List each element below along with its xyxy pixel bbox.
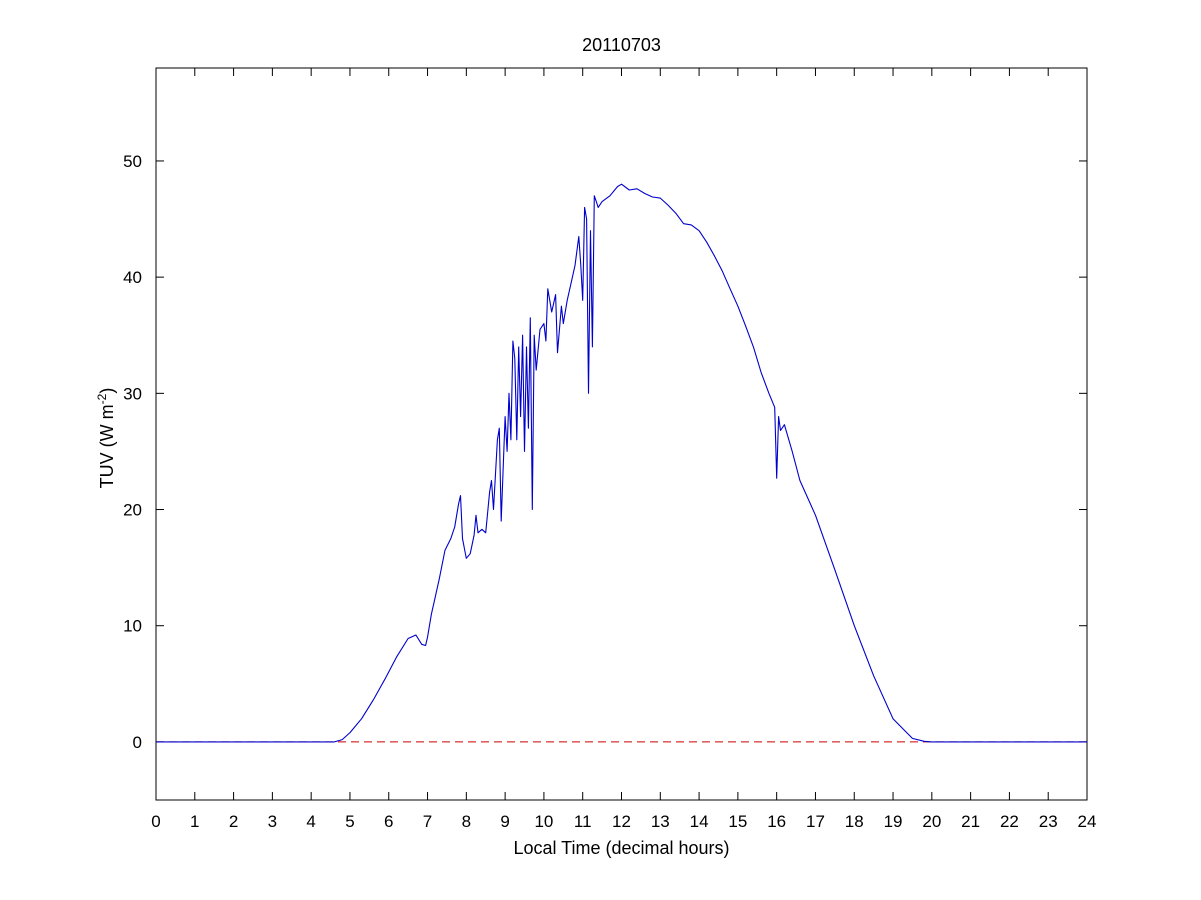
x-tick-label: 21	[961, 812, 980, 831]
chart-title: 20110703	[582, 35, 661, 55]
x-tick-label: 9	[500, 812, 509, 831]
y-tick-label: 0	[133, 733, 142, 752]
series-line	[156, 183, 1087, 743]
x-tick-label: 3	[268, 812, 277, 831]
axis-tick-labels: 0 1 2 3 4 5 6 7 8 9 10 11 12 13 14 15 16 17 18 19 20 21 22 23 24…	[123, 152, 1096, 831]
x-tick-label: 0	[151, 812, 160, 831]
y-tick-label: 30	[123, 384, 142, 403]
y-tick-label: 10	[123, 617, 142, 636]
x-tick-label: 2	[229, 812, 238, 831]
x-tick-label: 20	[922, 812, 941, 831]
x-tick-label: 1	[190, 812, 199, 831]
x-tick-label: 10	[534, 812, 553, 831]
x-tick-label: 22	[1000, 812, 1019, 831]
y-tick-label: 40	[123, 268, 142, 287]
x-tick-label: 8	[462, 812, 471, 831]
y-axis-title-prefix: TUV (W m	[97, 404, 117, 488]
x-tick-label: 23	[1039, 812, 1058, 831]
x-tick-label: 12	[612, 812, 631, 831]
y-tick-label: 50	[123, 152, 142, 171]
plot-area-frame	[155, 67, 1088, 801]
x-tick-label: 11	[574, 812, 592, 831]
y-axis-title-superscript: -2	[95, 393, 109, 404]
y-axis-title-suffix: )	[97, 388, 117, 394]
x-tick-label: 13	[651, 812, 670, 831]
x-tick-label: 6	[384, 812, 393, 831]
y-tick-label: 20	[123, 501, 142, 520]
x-tick-label: 5	[345, 812, 354, 831]
x-tick-label: 18	[845, 812, 864, 831]
y-axis-title: TUV (W m-2)	[95, 388, 117, 489]
x-tick-label: 4	[306, 812, 315, 831]
x-tick-label: 14	[690, 812, 709, 831]
x-tick-label: 19	[884, 812, 903, 831]
x-axis-title: Local Time (decimal hours)	[513, 838, 729, 858]
x-tick-label: 17	[806, 812, 825, 831]
x-tick-label: 16	[767, 812, 786, 831]
x-tick-label: 24	[1078, 812, 1097, 831]
axis-ticks	[155, 68, 1088, 800]
x-tick-label: 7	[423, 812, 432, 831]
x-tick-label: 15	[728, 812, 747, 831]
